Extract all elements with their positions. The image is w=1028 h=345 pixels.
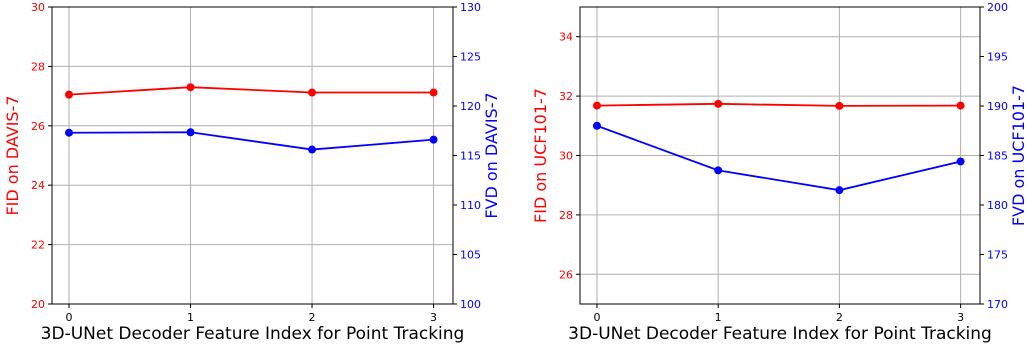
fvd-point [714,166,723,175]
fvd-series-line [69,131,434,151]
ylabel-right: FVD on UCF101-7 [1009,85,1028,226]
fvd-point [835,186,844,195]
y-left-tick-label: 32 [559,90,573,103]
plot-frame [51,6,454,305]
fvd-point [308,145,317,154]
y-left-tick-label: 20 [31,298,45,311]
fid-point [186,83,195,92]
x-tick-label: 2 [836,311,843,324]
x-tick-label: 3 [957,311,964,324]
y-left-tick-label: 26 [31,120,45,133]
y-right-tick-label: 180 [987,199,1008,212]
x-tick-label: 0 [593,311,600,324]
fid-point [956,101,965,110]
fid-point [714,99,723,108]
fvd-point [429,135,438,144]
y-left-tick-label: 24 [31,179,45,192]
fid-point [65,90,74,99]
y-right-tick-label: 190 [987,100,1008,113]
y-left-tick-label: 28 [31,60,45,73]
y-left-tick-label: 30 [559,150,573,163]
y-right-tick-label: 115 [460,150,481,163]
y-right-tick-label: 125 [460,51,481,64]
ylabel-left: FID on UCF101-7 [531,88,550,223]
fid-point [592,101,601,110]
fvd-point [956,157,965,166]
fvd-series-line [596,124,961,192]
y-right-tick-label: 170 [987,298,1008,311]
ylabel-left: FID on DAVIS-7 [3,95,22,215]
y-left-tick-label: 28 [559,209,573,222]
fid-point [429,88,438,97]
fvd-point [186,128,195,137]
fid-series-line [68,86,434,96]
y-right-tick-label: 200 [987,1,1008,14]
xlabel: 3D-UNet Decoder Feature Index for Point … [41,324,465,344]
fvd-point [592,121,601,130]
y-left-tick-label: 22 [31,239,45,252]
y-left-tick-label: 30 [31,1,45,14]
x-tick-label: 1 [715,311,722,324]
y-right-tick-label: 195 [987,51,1008,64]
y-right-tick-label: 130 [460,1,481,14]
y-left-tick-label: 26 [559,268,573,281]
y-right-tick-label: 105 [460,249,481,262]
x-tick-label: 1 [187,311,194,324]
y-right-tick-label: 100 [460,298,481,311]
xlabel: 3D-UNet Decoder Feature Index for Point … [568,324,992,344]
x-tick-label: 0 [66,311,73,324]
fid-point [835,101,844,110]
y-right-tick-label: 185 [987,150,1008,163]
y-right-tick-label: 120 [460,100,481,113]
x-tick-label: 3 [430,311,437,324]
y-right-tick-label: 175 [987,249,1008,262]
fid-point [308,88,317,97]
fvd-point [65,128,74,137]
chart-ucf101: 0 1 2 3 26 28 30 32 34 170 175 180 185 190 195 200 FID … [531,1,1028,344]
ylabel-right: FVD on DAVIS-7 [482,92,501,218]
fid-series-line [596,102,961,107]
y-left-tick-label: 34 [559,31,573,44]
y-right-tick-label: 110 [460,199,481,212]
x-tick-label: 2 [309,311,316,324]
chart-davis: 0 1 2 3 20 22 24 26 28 30 100 105 110 115 120 125 130 FI… [3,1,501,344]
